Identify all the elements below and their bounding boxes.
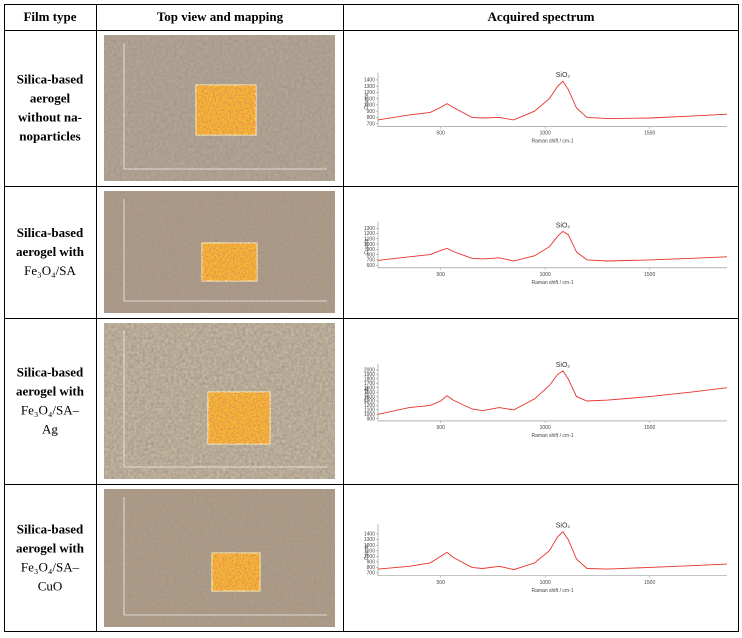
x-tick-label: 500 [437, 272, 446, 278]
film-type-text: aerogel [30, 91, 71, 106]
x-tick-label: 1500 [644, 272, 655, 278]
y-tick-label: 1300 [364, 84, 375, 90]
y-tick-label: 1700 [364, 381, 375, 387]
y-tick-label: 1600 [364, 385, 375, 391]
x-tick-label: 500 [437, 425, 446, 431]
film-type-text: aerogel with [16, 541, 85, 556]
y-tick-label: 1100 [364, 237, 375, 243]
x-tick-label: 500 [437, 580, 446, 586]
y-tick-label: 1200 [364, 231, 375, 237]
film-type-text: Silica-based [17, 72, 84, 87]
y-tick-label: 700 [367, 571, 376, 577]
y-tick-label: 1400 [364, 78, 375, 84]
peak-label: SiO₂ [556, 72, 571, 79]
film-type-text: Ag [42, 422, 58, 437]
x-tick-label: 1000 [540, 580, 551, 586]
peak-label: SiO₂ [556, 523, 571, 530]
y-tick-label: 1500 [364, 390, 375, 396]
y-tick-label: 1900 [364, 372, 375, 378]
y-tick-label: 1300 [364, 399, 375, 405]
y-tick-label: 2000 [364, 368, 375, 374]
mapping-texture [196, 85, 256, 135]
y-tick-label: 900 [367, 247, 376, 253]
y-tick-label: 1000 [364, 103, 375, 109]
y-tick-label: 1200 [364, 543, 375, 549]
film-type-text: noparticles [19, 129, 80, 144]
y-tick-label: 900 [367, 416, 376, 422]
film-type-text: aerogel with [16, 244, 85, 259]
film-type-text: Silica-based [17, 522, 84, 537]
y-tick-label: 600 [367, 263, 376, 269]
y-tick-label: 800 [367, 252, 376, 258]
table-lines [4, 4, 739, 632]
mapping-texture [208, 392, 270, 444]
y-tick-label: 1300 [364, 226, 375, 232]
film-type-text: Silica-based [17, 225, 84, 240]
mapping-texture [212, 553, 260, 591]
film-type-text: Fe₃O₄/SA– [21, 403, 80, 418]
spectrum-line [377, 230, 728, 262]
y-tick-label: 800 [367, 115, 376, 121]
film-type-text: Fe₃O₄/SA– [21, 560, 80, 575]
film-type-text: without na- [18, 110, 82, 125]
film-type-text: Silica-based [17, 365, 84, 380]
y-tick-label: 1000 [364, 412, 375, 418]
y-tick-label: 800 [367, 565, 376, 571]
peak-label: SiO₂ [556, 362, 571, 369]
x-axis-label: Raman shift / cm-1 [532, 433, 574, 439]
y-tick-label: 1000 [364, 242, 375, 248]
y-tick-label: 1400 [364, 394, 375, 400]
header-cell: Acquired spectrum [487, 9, 594, 24]
header-cell: Film type [23, 9, 76, 24]
y-tick-label: 700 [367, 121, 376, 127]
y-axis-label: Counts [364, 386, 370, 402]
spectrum-line [377, 370, 728, 415]
spectrum-line [377, 531, 728, 571]
y-tick-label: 1000 [364, 554, 375, 560]
y-tick-label: 1300 [364, 537, 375, 543]
x-axis-label: Raman shift / cm-1 [532, 139, 574, 145]
x-tick-label: 1000 [540, 272, 551, 278]
film-type-text: aerogel with [16, 384, 85, 399]
y-axis-label: Counts [364, 93, 370, 109]
y-tick-label: 1100 [364, 548, 375, 554]
x-tick-label: 1000 [540, 425, 551, 431]
film-type-text: CuO [38, 579, 63, 594]
peak-label: SiO₂ [556, 222, 571, 229]
y-tick-label: 900 [367, 560, 376, 566]
y-tick-label: 900 [367, 109, 376, 115]
y-tick-label: 700 [367, 258, 376, 264]
y-tick-label: 1800 [364, 377, 375, 383]
x-axis-label: Raman shift / cm-1 [532, 280, 574, 286]
y-axis-label: Counts [364, 238, 370, 254]
spectrum-line [377, 80, 728, 121]
x-tick-label: 1500 [644, 131, 655, 137]
mapping-texture [202, 243, 257, 281]
y-tick-label: 1200 [364, 403, 375, 409]
y-tick-label: 1200 [364, 90, 375, 96]
y-tick-label: 1100 [364, 408, 375, 414]
header-cell: Top view and mapping [157, 9, 284, 24]
x-axis-label: Raman shift / cm-1 [532, 588, 574, 594]
x-tick-label: 500 [437, 131, 446, 137]
film-type-text: Fe₃O₄/SA [24, 263, 76, 278]
y-axis-label: Counts [364, 544, 370, 560]
x-tick-label: 1000 [540, 131, 551, 137]
x-tick-label: 1500 [644, 580, 655, 586]
x-tick-label: 1500 [644, 425, 655, 431]
y-tick-label: 1400 [364, 532, 375, 538]
y-tick-label: 1100 [364, 96, 375, 102]
